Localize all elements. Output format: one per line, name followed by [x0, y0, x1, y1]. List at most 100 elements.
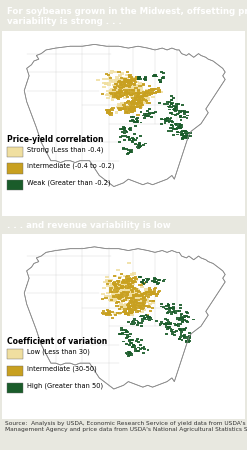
- Bar: [129, 342, 132, 344]
- Bar: [162, 77, 165, 79]
- Bar: [125, 297, 128, 299]
- Bar: [130, 95, 133, 98]
- Bar: [138, 92, 141, 94]
- Bar: [119, 82, 122, 84]
- Bar: [137, 100, 140, 102]
- Bar: [109, 279, 113, 281]
- Bar: [180, 126, 183, 128]
- Bar: [174, 324, 177, 325]
- Bar: [107, 74, 110, 76]
- Bar: [185, 311, 188, 313]
- Bar: [122, 307, 126, 309]
- Bar: [192, 319, 195, 320]
- Bar: [123, 307, 127, 309]
- Bar: [139, 344, 142, 346]
- Bar: [183, 112, 186, 113]
- Bar: [120, 280, 124, 283]
- Bar: [126, 80, 130, 81]
- Bar: [171, 121, 174, 122]
- Bar: [133, 304, 137, 306]
- Bar: [131, 293, 135, 295]
- Bar: [170, 330, 173, 332]
- Bar: [119, 298, 122, 300]
- Bar: [109, 288, 112, 291]
- Bar: [136, 99, 140, 101]
- Bar: [114, 314, 117, 316]
- Text: High (Greater than 50): High (Greater than 50): [27, 382, 103, 388]
- Bar: [128, 93, 132, 95]
- Bar: [125, 111, 128, 113]
- Bar: [115, 76, 119, 78]
- Bar: [151, 88, 155, 90]
- Bar: [131, 120, 134, 122]
- Bar: [132, 79, 136, 81]
- Bar: [160, 123, 163, 125]
- Bar: [139, 303, 143, 305]
- Bar: [113, 312, 117, 315]
- Bar: [168, 326, 171, 328]
- Bar: [148, 289, 152, 292]
- Bar: [113, 287, 117, 289]
- Bar: [143, 346, 145, 348]
- Bar: [141, 319, 144, 320]
- Bar: [111, 109, 114, 111]
- Bar: [152, 300, 155, 302]
- Bar: [123, 106, 126, 108]
- Bar: [144, 305, 147, 307]
- Bar: [115, 285, 119, 288]
- Bar: [159, 81, 162, 83]
- Bar: [181, 317, 184, 319]
- Bar: [108, 108, 111, 111]
- Bar: [117, 81, 121, 83]
- Bar: [124, 295, 128, 297]
- Bar: [144, 293, 147, 295]
- Bar: [129, 311, 132, 313]
- Bar: [143, 317, 146, 319]
- Bar: [133, 76, 137, 79]
- Bar: [142, 98, 146, 100]
- Bar: [137, 91, 141, 93]
- Bar: [126, 136, 128, 139]
- Bar: [118, 86, 121, 88]
- Bar: [118, 74, 122, 76]
- Bar: [134, 78, 138, 80]
- Bar: [132, 106, 135, 108]
- Bar: [7, 147, 23, 157]
- Bar: [186, 137, 189, 139]
- Bar: [146, 99, 150, 101]
- Bar: [130, 151, 133, 153]
- Bar: [125, 338, 127, 339]
- Bar: [135, 296, 139, 298]
- Bar: [180, 124, 183, 126]
- Bar: [126, 284, 130, 285]
- Bar: [183, 116, 186, 118]
- Bar: [118, 297, 122, 299]
- Bar: [130, 311, 134, 313]
- Bar: [105, 280, 109, 282]
- Bar: [185, 315, 187, 317]
- Bar: [152, 89, 156, 90]
- Bar: [136, 146, 139, 148]
- Bar: [154, 287, 157, 288]
- Bar: [130, 285, 134, 288]
- Bar: [176, 134, 179, 135]
- Bar: [132, 299, 136, 301]
- Bar: [151, 291, 155, 293]
- Bar: [139, 100, 143, 103]
- Bar: [136, 302, 140, 304]
- Bar: [131, 292, 135, 294]
- Bar: [119, 93, 123, 95]
- Bar: [137, 291, 141, 292]
- Bar: [130, 300, 133, 302]
- Bar: [137, 104, 141, 107]
- Bar: [103, 281, 107, 284]
- Bar: [128, 286, 132, 288]
- Bar: [105, 313, 108, 315]
- Bar: [189, 132, 192, 134]
- Bar: [127, 306, 131, 308]
- Bar: [122, 283, 126, 284]
- Bar: [121, 332, 124, 334]
- Bar: [126, 280, 130, 282]
- Bar: [132, 89, 135, 91]
- Bar: [135, 297, 139, 300]
